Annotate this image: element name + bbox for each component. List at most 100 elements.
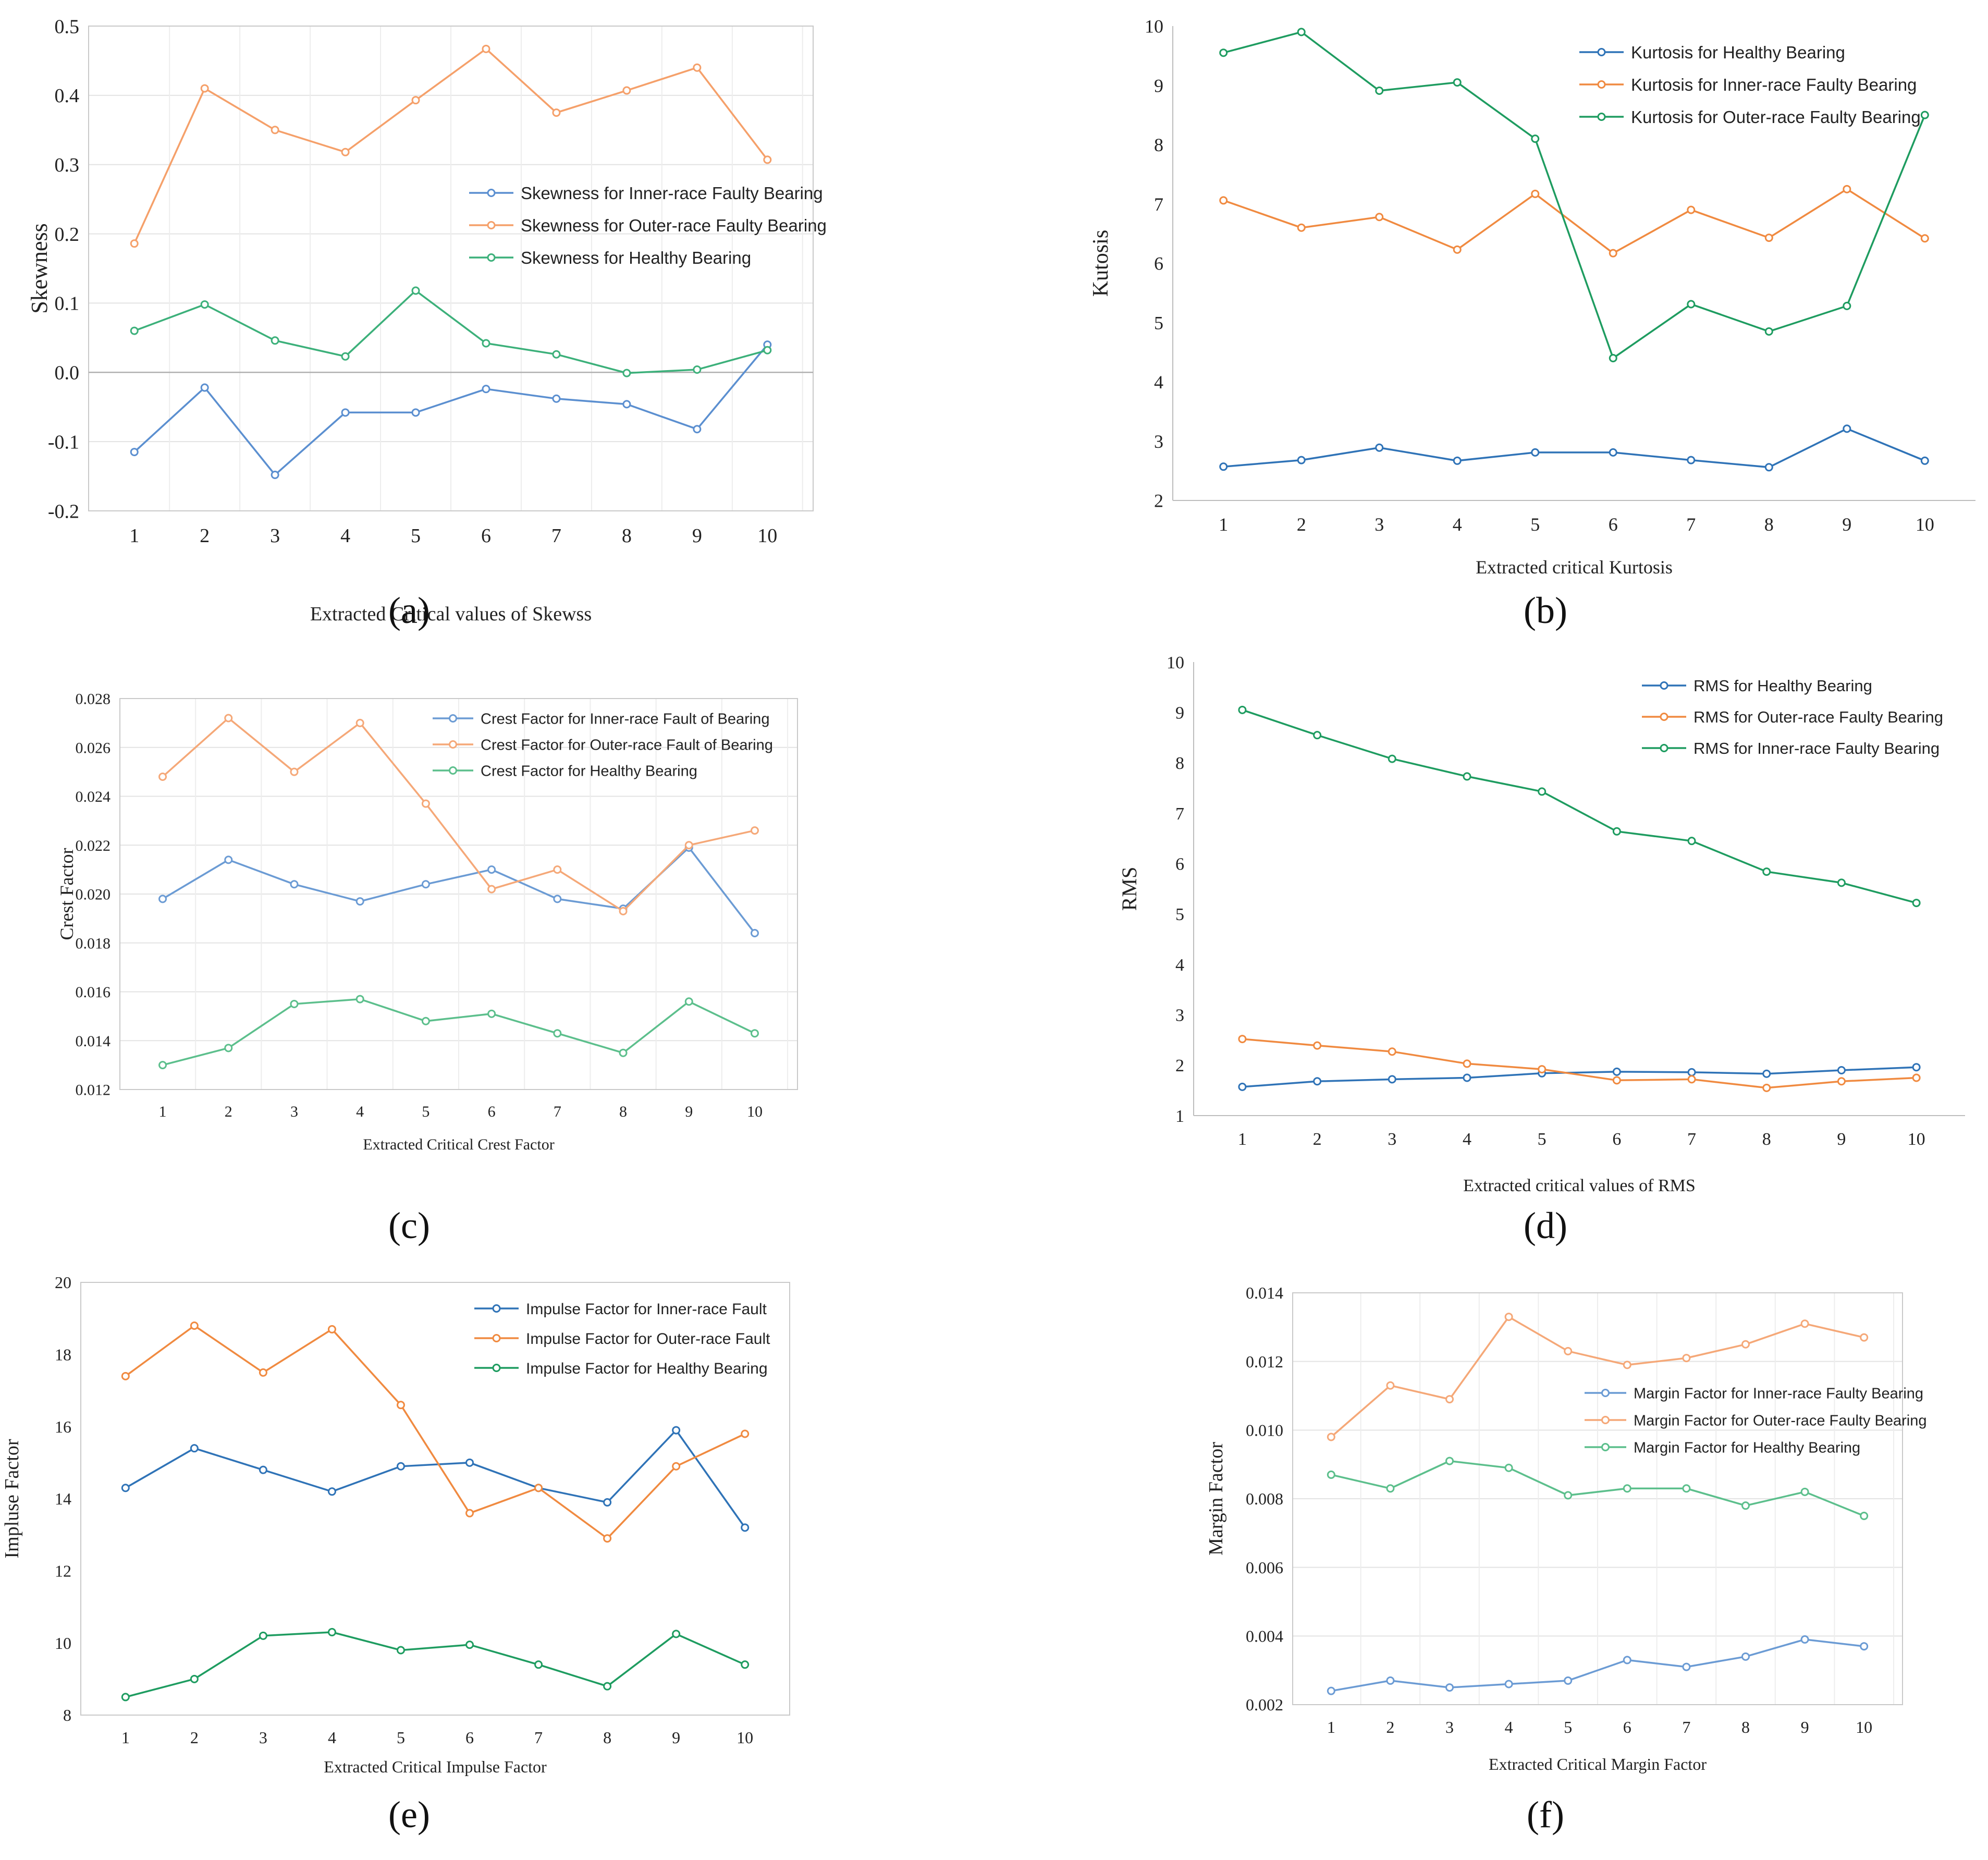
data-point [622, 400, 631, 409]
data-point [741, 1429, 750, 1438]
data-point [1463, 1073, 1471, 1082]
legend-entry: Kurtosis for Healthy Bearing [1631, 43, 1845, 62]
x-tick-label: 3 [259, 1728, 267, 1747]
y-tick-label: 20 [55, 1273, 71, 1292]
y-tick-label: 18 [55, 1345, 71, 1364]
series-line [1223, 427, 1925, 469]
data-point [411, 408, 420, 417]
data-point [622, 86, 631, 95]
x-tick-label: 1 [1238, 1130, 1247, 1149]
y-tick-label: 6 [1154, 253, 1163, 274]
series-line [125, 1631, 745, 1698]
data-point [130, 326, 139, 335]
data-point [741, 1523, 750, 1532]
legend-swatch-marker [1601, 1443, 1610, 1451]
data-point [1453, 456, 1462, 465]
legend-swatch-marker [1597, 113, 1606, 121]
data-point [1504, 1313, 1513, 1321]
legend-swatch-marker [1597, 48, 1606, 56]
data-point [1687, 300, 1696, 309]
data-point [1375, 443, 1384, 452]
legend-swatch-marker [492, 1364, 501, 1372]
x-tick-label: 10 [757, 525, 777, 547]
y-tick-label: 0.014 [1246, 1283, 1283, 1302]
data-point [1920, 234, 1929, 243]
legend-entry: RMS for Inner-race Faulty Bearing [1694, 739, 1940, 757]
data-point [1445, 1457, 1454, 1465]
x-tick-label: 9 [1837, 1130, 1846, 1149]
y-tick-label: 0.018 [76, 935, 111, 952]
data-point [1764, 463, 1773, 472]
data-point [1682, 1484, 1691, 1493]
series-rms-for-outer-race-faulty-bearing [1238, 1035, 1921, 1092]
y-tick-label: 0.022 [76, 837, 111, 854]
data-point [1238, 705, 1247, 714]
series-line [162, 717, 755, 913]
data-point [482, 44, 490, 53]
x-tick-label: 9 [672, 1728, 680, 1747]
x-tick-label: 6 [481, 525, 491, 547]
data-point [271, 470, 279, 479]
legend-swatch-marker [1601, 1416, 1610, 1424]
legend-entry: Impulse Factor for Inner-race Fault [526, 1301, 767, 1318]
panel-caption: (c) [388, 1205, 430, 1246]
x-tick-label: 10 [1908, 1130, 1925, 1149]
y-tick-label: 3 [1175, 1006, 1184, 1025]
data-point [1538, 1065, 1547, 1074]
x-tick-label: 2 [1313, 1130, 1322, 1149]
legend-swatch-marker [1660, 744, 1668, 752]
data-point [1837, 1077, 1846, 1086]
legend-swatch-marker [487, 221, 496, 229]
data-point [750, 1029, 759, 1038]
data-point [1238, 1082, 1247, 1091]
series-kurtosis-for-outer-race-faulty-bearing [1219, 28, 1929, 362]
y-tick-label: 9 [1154, 75, 1163, 96]
y-tick-label: 0.5 [55, 16, 80, 38]
legend-entry: Skewness for Healthy Bearing [521, 248, 751, 267]
legend-entry: RMS for Healthy Bearing [1694, 677, 1872, 695]
y-tick-label: 16 [55, 1417, 71, 1436]
y-tick-label: 0.028 [76, 691, 111, 708]
x-tick-label: 6 [1609, 514, 1618, 535]
data-point [465, 1641, 474, 1649]
x-tick-label: 4 [1505, 1718, 1513, 1736]
data-point [1612, 1076, 1621, 1085]
data-point [158, 773, 167, 781]
panel-caption: (d) [1524, 1205, 1567, 1246]
data-point [1504, 1463, 1513, 1472]
x-tick-label: 8 [619, 1103, 627, 1120]
x-axis-label: Extracted Critical Impulse Factor [324, 1757, 547, 1776]
y-tick-label: 5 [1154, 312, 1163, 333]
data-point [1388, 1075, 1396, 1084]
chart-a: -0.2 -0.1 0.0 0.1 0.2 0.3 0.4 0.5 1 2 3 4 5 6 7 8 9 10 Ext… [27, 16, 827, 631]
data-point [1612, 1067, 1621, 1076]
data-point [1682, 1662, 1691, 1671]
data-point [1687, 205, 1696, 214]
plot-frame [119, 698, 798, 1090]
data-point [121, 1693, 130, 1702]
data-point [1800, 1487, 1809, 1496]
legend-entry: Impulse Factor for Healthy Bearing [526, 1360, 768, 1377]
legend-entry: RMS for Outer-race Faulty Bearing [1694, 708, 1943, 726]
y-axis-label: Kutosis [1089, 230, 1113, 297]
series-impulse-factor-for-healthy-bearing [121, 1628, 750, 1702]
data-point [259, 1465, 267, 1474]
legend-entry: Margin Factor for Inner-race Faulty Bear… [1634, 1385, 1923, 1402]
data-point [355, 718, 364, 727]
x-tick-label: 1 [129, 525, 139, 547]
series-impulse-factor-for-inner-race-fault [121, 1426, 750, 1532]
data-point [1609, 448, 1617, 457]
data-point [1687, 1075, 1696, 1084]
y-tick-label: 0.004 [1246, 1627, 1283, 1646]
data-point [130, 239, 139, 248]
legend-swatch-marker [1601, 1389, 1610, 1397]
chart-c: 0.012 0.014 0.016 0.018 0.020 0.022 0.024 0.026… [56, 691, 798, 1246]
x-tick-label: 9 [685, 1103, 693, 1120]
y-tick-label: 0.4 [55, 85, 80, 107]
data-point [552, 108, 561, 117]
x-tick-label: 8 [603, 1728, 611, 1747]
data-point [1313, 1077, 1322, 1086]
y-axis-label: Crest Factor [56, 848, 77, 940]
data-point [553, 865, 562, 874]
